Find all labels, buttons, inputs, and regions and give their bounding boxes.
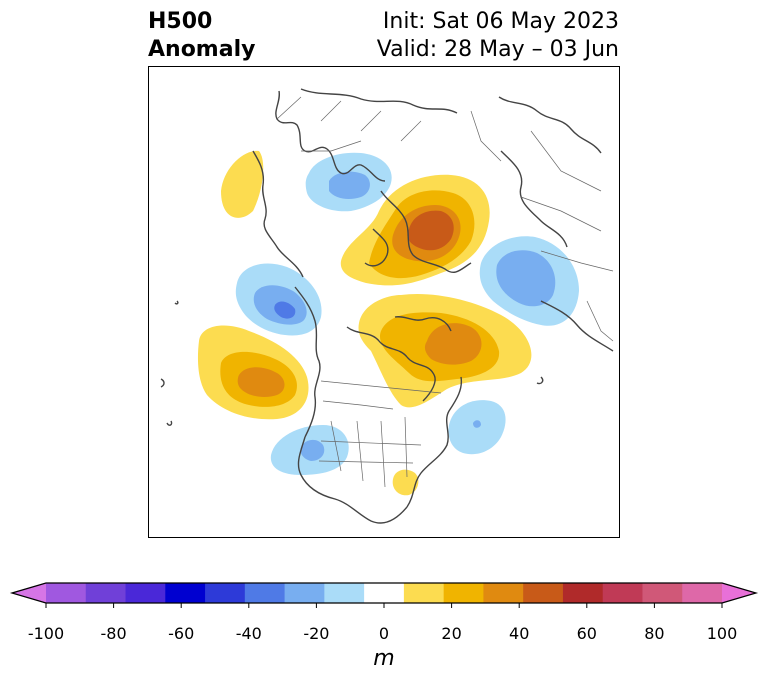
anomaly-positive-ne-pacific: [197, 325, 309, 420]
map-title-variable: H500: [148, 9, 213, 34]
colorbar-cell: [483, 583, 524, 603]
anomaly-positive-se-us: [392, 469, 419, 496]
colorbar-cell: [642, 583, 683, 603]
colorbar-cell: [85, 583, 127, 603]
colorbar-cell: [523, 583, 564, 603]
colorbar-cell: [682, 583, 723, 603]
colorbar-cell: [125, 583, 166, 603]
colorbar-tick-label: 0: [378, 624, 390, 643]
colorbar-cell: [443, 583, 484, 603]
colorbar-tick-label: -60: [168, 624, 195, 643]
colorbar-tick-label: 20: [441, 624, 462, 643]
colorbar-tick-labels: -100 -80 -60 -40 -20 0 20 40 60 80 100: [0, 624, 768, 644]
colorbar-cell: [284, 583, 325, 603]
anomaly-positive-pacific: [221, 150, 264, 218]
colorbar-tick-label: 60: [576, 624, 597, 643]
colorbar-tick-label: 80: [644, 624, 665, 643]
anomaly-positive-canada: [358, 293, 532, 408]
colorbar-tick-label: 40: [509, 624, 530, 643]
colorbar-cell: [562, 583, 604, 603]
map-title-field: Anomaly: [148, 37, 256, 62]
colorbar-cell: [205, 583, 246, 603]
anomaly-negative-west-us: [270, 425, 349, 475]
colorbar-cell: [244, 583, 286, 603]
colorbar-cell: [403, 583, 445, 603]
coastlines: [160, 88, 614, 524]
colorbar-cell: [46, 583, 87, 603]
map-frame: [148, 66, 620, 538]
colorbar-cell: [602, 583, 643, 603]
colorbar-tick-label: 100: [706, 624, 738, 643]
colorbar: [9, 582, 759, 608]
colorbar-tick-label: -40: [235, 624, 262, 643]
anomaly-map: [149, 67, 619, 537]
anomaly-negative-europe: [479, 236, 579, 326]
colorbar-tick-label: -100: [27, 624, 65, 643]
map-title-left: H500 Anomaly: [148, 8, 255, 64]
init-time-label: Init: Sat 06 May 2023: [382, 9, 619, 34]
colorbar-extend-min: [12, 583, 46, 603]
colorbar-tick-marks: [45, 603, 723, 608]
anomaly-negative-alaska: [235, 263, 322, 336]
anomaly-negative-siberia: [305, 152, 392, 212]
colorbar-cells: [12, 583, 756, 603]
colorbar-cell: [165, 583, 206, 603]
map-title-right: Init: Sat 06 May 2023 Valid: 28 May – 03…: [377, 8, 619, 64]
anomaly-negative-atlantic: [448, 400, 506, 455]
colorbar-cell: [324, 583, 365, 603]
colorbar-tick-label: -20: [303, 624, 330, 643]
colorbar-cell: [364, 583, 405, 603]
colorbar-extend-max: [722, 583, 756, 603]
colorbar-unit-label: m: [373, 646, 395, 671]
colorbar-tick-label: -80: [100, 624, 127, 643]
valid-period-label: Valid: 28 May – 03 Jun: [376, 37, 619, 62]
political-boundaries: [276, 96, 614, 488]
